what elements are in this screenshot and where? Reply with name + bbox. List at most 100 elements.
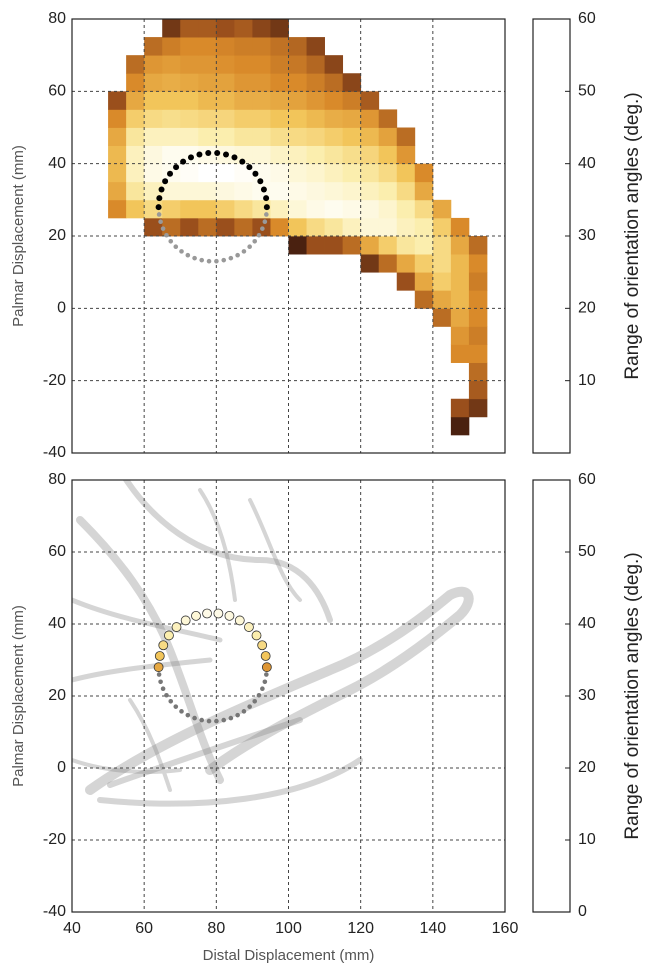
heatmap-cell	[306, 236, 325, 255]
lower-path-dot	[235, 712, 240, 718]
orientation-dot	[251, 630, 262, 641]
heatmap-cell	[162, 91, 181, 110]
heatmap-cell	[342, 163, 362, 183]
heatmap-cell	[378, 254, 398, 273]
heatmap-cell	[270, 127, 289, 146]
heatmap-cell	[378, 236, 398, 255]
heatmap-cell	[432, 290, 452, 309]
heatmap-cell	[162, 73, 181, 92]
heatmap-cell	[162, 199, 181, 219]
lower-path-dot	[214, 718, 219, 724]
colorbar-tick-label: 30	[578, 227, 596, 244]
heatmap-cell	[126, 55, 145, 74]
heatmap-cell	[288, 91, 307, 110]
heatmap-cell	[216, 127, 235, 146]
upper-path-dot	[239, 158, 246, 165]
heatmap-cell	[360, 199, 380, 219]
heatmap-cell	[396, 272, 416, 291]
heatmap-cell	[216, 19, 235, 38]
heatmap-cell	[108, 145, 127, 165]
plot-frame	[71, 479, 506, 913]
upper-path-dot	[173, 164, 180, 171]
heatmap-cell	[270, 217, 289, 237]
heatmap-cell	[342, 236, 362, 255]
heatmap-cell	[270, 109, 289, 128]
heatmap-cell	[306, 163, 325, 183]
heatmap-cell	[216, 181, 235, 201]
heatmap-cell	[288, 217, 307, 237]
y-tick-label: 80	[48, 471, 66, 488]
heatmap-cell	[126, 145, 145, 165]
heatmap-cell	[180, 55, 199, 74]
heatmap-cell	[180, 127, 199, 146]
heatmap-cell	[468, 344, 488, 363]
heatmap-cell	[216, 109, 235, 128]
lower-path-dot	[158, 679, 163, 685]
heatmap-cell	[108, 199, 127, 219]
heatmap-cell	[180, 163, 199, 183]
heatmap-cell	[180, 37, 199, 56]
upper-path-dot	[180, 158, 187, 165]
lower-path-dot	[158, 219, 163, 225]
lower-path-dot	[168, 698, 174, 704]
heatmap-cell	[414, 290, 434, 309]
heatmap-cell	[144, 37, 163, 56]
heatmap-cell	[468, 272, 488, 291]
heatmap-cell	[270, 91, 289, 110]
upper-path-dot	[257, 178, 264, 185]
lower-path-dot	[260, 686, 265, 692]
x-tick-label: 60	[135, 920, 153, 937]
y-tick-label: 40	[48, 155, 66, 172]
lower-path-dot	[262, 219, 268, 225]
heatmap-cell	[162, 127, 181, 146]
heatmap-cell	[288, 127, 307, 146]
lower-path-dot	[264, 672, 269, 677]
heatmap-cell	[234, 73, 253, 92]
heatmap-cell	[450, 326, 470, 345]
hand-background	[72, 480, 474, 807]
heatmap-cell	[198, 127, 217, 146]
heatmap-cell	[324, 199, 344, 219]
heatmap-cell	[468, 380, 488, 400]
heatmap-cell	[270, 199, 289, 219]
heatmap-cell	[432, 254, 452, 273]
heatmap-cell	[360, 163, 380, 183]
lower-path-dot	[156, 672, 162, 677]
lower-path-dot	[260, 226, 265, 231]
heatmap-cell	[432, 272, 452, 291]
heatmap-cell	[360, 181, 380, 201]
heatmap-cell	[252, 109, 271, 128]
lower-path-dot	[206, 718, 212, 724]
lower-path-dot	[214, 258, 219, 264]
heatmap-cell	[414, 254, 434, 273]
heatmap-cell	[198, 55, 217, 74]
heatmap-cell	[378, 217, 398, 237]
lower-path-dot	[173, 704, 179, 709]
heatmap-cell	[432, 217, 452, 237]
heatmap-cell	[324, 109, 344, 128]
colorbar-tick-label: 20	[578, 759, 596, 776]
orientation-dot	[154, 651, 165, 661]
upper-path-dot	[214, 150, 221, 157]
heatmap-cell	[162, 145, 181, 165]
heatmap-cell	[144, 109, 163, 128]
heatmap-cell	[288, 145, 307, 165]
heatmap-cell	[144, 55, 163, 74]
y-tick-label: 60	[48, 83, 66, 100]
heatmap-cell	[234, 127, 253, 146]
heatmap-cell	[234, 217, 253, 237]
heatmap-cell	[450, 398, 470, 418]
x-tick-label: 100	[275, 920, 302, 937]
upper-path-dot	[187, 154, 194, 161]
heatmap-cell	[324, 91, 344, 110]
upper-path-dot	[205, 150, 212, 157]
upper-path-dot	[263, 204, 270, 211]
heatmap-cell	[414, 236, 434, 255]
heatmap-cell	[306, 109, 325, 128]
heatmap-cell	[252, 145, 271, 165]
heatmap-cell	[378, 199, 398, 219]
colorbar-tick-label: 40	[578, 155, 596, 172]
lower-path-dot	[228, 715, 234, 721]
upper-path-dot	[158, 186, 165, 193]
y-tick-label: -20	[43, 372, 66, 389]
